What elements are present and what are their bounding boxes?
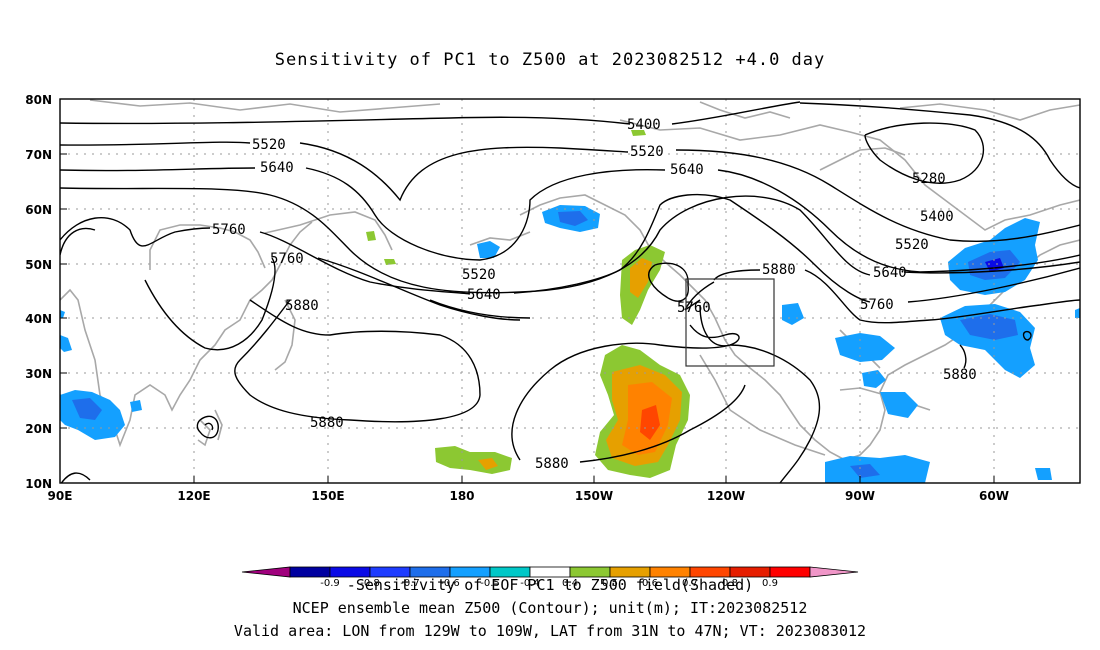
colorbar-labels: -0.9 -0.8 -0.7 -0.6 -0.5 -0.4 0.4 0.5 0.6 0.7 0.8 0… xyxy=(320,578,778,589)
colorbar-tick-label: 0.8 xyxy=(722,578,738,589)
contour-caption: NCEP ensemble mean Z500 (Contour); unit(… xyxy=(292,599,808,617)
negative-shading-region xyxy=(477,241,500,258)
lat-tick-label: 50N xyxy=(25,258,52,272)
contour-label: 5880 xyxy=(285,298,319,314)
colorbar-tick-label: -0.9 xyxy=(320,578,340,589)
positive-shading-core xyxy=(630,258,652,298)
negative-shading-core xyxy=(558,211,588,226)
lat-tick-label: 20N xyxy=(25,422,52,436)
contour-label: 5640 xyxy=(467,287,501,303)
contour-label: 5520 xyxy=(252,137,286,153)
lat-axis-labels: 80N 70N 60N 50N 40N 30N 20N 10N xyxy=(25,93,52,491)
lat-tick-label: 40N xyxy=(25,312,52,326)
lon-tick-label: 90W xyxy=(845,489,875,503)
valid-area-box xyxy=(685,278,775,367)
colorbar-tick-label: -0.5 xyxy=(480,578,500,589)
contour-label: 5760 xyxy=(212,222,246,238)
contour-label-group: 5400 5520 5520 5640 5640 5760 5760 5880 … xyxy=(212,117,977,472)
negative-shading-region xyxy=(60,310,65,318)
contour-label: 5640 xyxy=(260,160,294,176)
lon-tick-label: 150W xyxy=(575,489,613,503)
colorbar-tick-label: -0.4 xyxy=(520,578,540,589)
negative-shading-core xyxy=(960,314,1018,340)
lat-tick-label: 70N xyxy=(25,148,52,162)
negative-shading-region xyxy=(1075,308,1080,318)
lat-tick-label: 30N xyxy=(25,367,52,381)
chart-title: Sensitivity of PC1 to Z500 at 2023082512… xyxy=(274,50,826,70)
contour-label: 5760 xyxy=(860,297,894,313)
negative-shading-region xyxy=(782,303,804,325)
lat-tick-label: 10N xyxy=(25,477,52,491)
z500-contours xyxy=(60,101,1080,483)
lon-tick-label: 60W xyxy=(979,489,1009,503)
contour-label: 5400 xyxy=(627,117,661,133)
colorbar-tick-label: -0.8 xyxy=(360,578,380,589)
negative-shading-region xyxy=(825,455,930,483)
colorbar-tick-label: 0.7 xyxy=(682,578,698,589)
negative-shading-region xyxy=(1035,468,1052,480)
negative-shading-core xyxy=(850,464,880,478)
contour-label: 5880 xyxy=(943,367,977,383)
positive-shading-region xyxy=(631,130,646,136)
colorbar-tick-label: -0.6 xyxy=(440,578,460,589)
contour-label: 5880 xyxy=(535,456,569,472)
positive-shading-core xyxy=(478,458,498,470)
contour-label: 5880 xyxy=(310,415,344,431)
colorbar-end-high xyxy=(809,566,859,578)
contour-label: 5760 xyxy=(270,251,304,267)
negative-shading-region xyxy=(835,333,895,362)
positive-shading-core xyxy=(640,405,660,440)
contour-label: 5400 xyxy=(920,209,954,225)
lat-tick-label: 60N xyxy=(25,203,52,217)
contour-label: 5520 xyxy=(630,144,664,160)
map-frame xyxy=(59,98,1081,484)
colorbar-tick-label: -0.7 xyxy=(400,578,420,589)
colorbar-cells xyxy=(241,566,859,578)
valid-area-caption: Valid area: LON from 129W to 109W, LAT f… xyxy=(233,622,867,640)
colorbar-tick-label: 0.9 xyxy=(762,578,778,589)
colorbar-tick-label: 0.5 xyxy=(602,578,618,589)
lat-tick-label: 80N xyxy=(25,93,52,107)
colorbar-tick-label: 0.6 xyxy=(642,578,658,589)
positive-shading-region xyxy=(384,259,396,265)
negative-shading-core xyxy=(72,398,102,420)
negative-shading-region xyxy=(880,392,918,418)
contour-label: 5520 xyxy=(895,237,929,253)
negative-shading-region xyxy=(862,370,886,388)
negative-shading-region xyxy=(60,335,72,352)
contour-label: 5520 xyxy=(462,267,496,283)
lon-tick-label: 150E xyxy=(311,489,344,503)
graticule xyxy=(60,99,1080,483)
contour-label: 5640 xyxy=(670,162,704,178)
negative-shading-region xyxy=(130,400,142,412)
lon-tick-label: 120E xyxy=(177,489,210,503)
contour-label: 5760 xyxy=(677,300,711,316)
positive-shading-region xyxy=(366,231,376,241)
lon-tick-label: 90E xyxy=(48,489,73,503)
shading-caption: -Sensitivity of EOF PC1 to Z500 field(Sh… xyxy=(346,576,754,594)
contour-label: 5280 xyxy=(912,171,946,187)
lon-axis-labels: 90E 120E 150E 180 150W 120W 90W 60W xyxy=(48,489,1009,503)
lon-tick-label: 120W xyxy=(707,489,745,503)
axis-ticks xyxy=(60,98,995,484)
contour-label: 5640 xyxy=(873,265,907,281)
lon-tick-label: 180 xyxy=(449,489,474,503)
colorbar-tick-label: 0.4 xyxy=(562,578,578,589)
contour-label: 5880 xyxy=(762,262,796,278)
